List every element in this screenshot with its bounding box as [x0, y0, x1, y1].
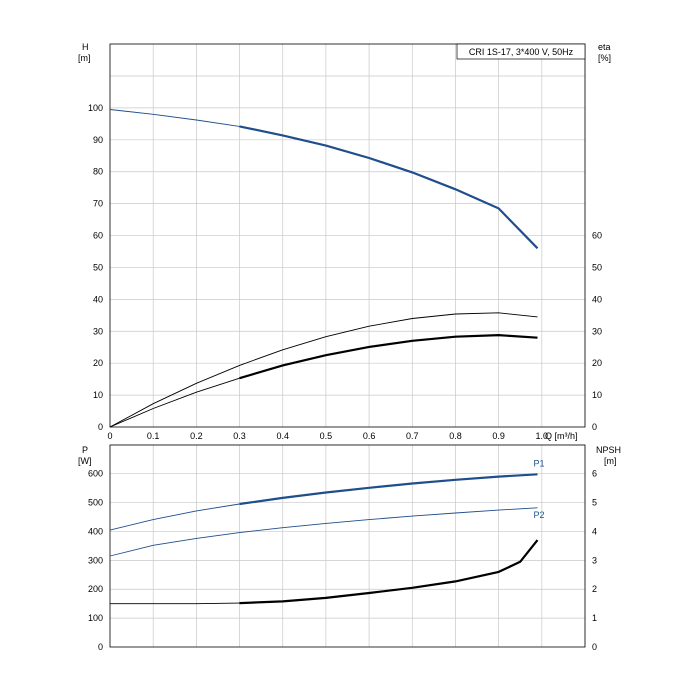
- right-tick-label: 20: [592, 358, 602, 368]
- left-tick-label: 0: [98, 422, 103, 432]
- right-axis-unit: [%]: [598, 53, 611, 63]
- left-tick-label: 70: [93, 199, 103, 209]
- left-tick-label: 200: [88, 584, 103, 594]
- right-tick-label: 6: [592, 469, 597, 479]
- right-axis-label: NPSH: [596, 445, 621, 455]
- right-tick-label: 10: [592, 390, 602, 400]
- left-tick-label: 100: [88, 103, 103, 113]
- right-tick-label: 40: [592, 294, 602, 304]
- right-tick-label: 4: [592, 526, 597, 536]
- right-tick-label: 0: [592, 642, 597, 652]
- right-tick-label: 2: [592, 584, 597, 594]
- x-tick-label: 0.8: [449, 431, 462, 441]
- x-tick-label: 0.6: [363, 431, 376, 441]
- left-tick-label: 100: [88, 613, 103, 623]
- series-line-operating: [239, 539, 539, 605]
- left-axis-label: H: [82, 42, 89, 52]
- series-line: [109, 312, 538, 428]
- title-box: [456, 43, 586, 60]
- left-tick-label: 20: [93, 358, 103, 368]
- right-tick-label: 60: [592, 231, 602, 241]
- x-tick-label: 0.3: [233, 431, 246, 441]
- series-name-label: P2: [534, 510, 545, 520]
- right-tick-label: 30: [592, 326, 602, 336]
- series-line: [109, 503, 240, 531]
- left-tick-label: 300: [88, 555, 103, 565]
- right-axis-unit: [m]: [604, 456, 617, 466]
- series-line: [109, 377, 240, 428]
- left-tick-label: 90: [93, 135, 103, 145]
- left-tick-label: 0: [98, 642, 103, 652]
- right-tick-label: 1: [592, 613, 597, 623]
- series-line-operating: [239, 473, 538, 506]
- left-tick-label: 30: [93, 326, 103, 336]
- right-tick-label: 5: [592, 498, 597, 508]
- x-tick-label: 0.2: [190, 431, 203, 441]
- left-axis-unit: [W]: [78, 456, 92, 466]
- left-tick-label: 600: [88, 469, 103, 479]
- left-tick-label: 400: [88, 526, 103, 536]
- series-line: [110, 602, 240, 605]
- right-tick-label: 3: [592, 555, 597, 565]
- x-tick-label: 0.5: [320, 431, 333, 441]
- series-name-label: P1: [534, 458, 545, 468]
- chart-title: CRI 1S-17, 3*400 V, 50Hz: [469, 47, 574, 57]
- series-line-operating: [239, 333, 538, 380]
- right-axis-label: eta: [598, 42, 611, 52]
- left-tick-label: 50: [93, 262, 103, 272]
- right-tick-label: 0: [592, 422, 597, 432]
- x-tick-label: 0.9: [492, 431, 505, 441]
- x-tick-label: 0.7: [406, 431, 419, 441]
- series-line: [109, 507, 538, 557]
- series-line-operating: [239, 125, 539, 250]
- x-tick-label: 0.1: [147, 431, 160, 441]
- left-tick-label: 40: [93, 294, 103, 304]
- left-tick-label: 60: [93, 231, 103, 241]
- left-tick-label: 500: [88, 498, 103, 508]
- head-efficiency-panel: H[m] 0 10 20 30 40 50 60 70 80 90 100 eta[%] 0 10 20 30 4…: [78, 42, 611, 441]
- x-tick-label: 1.0: [536, 431, 549, 441]
- series-line: [109, 109, 240, 127]
- x-tick-label: 0.4: [276, 431, 289, 441]
- left-tick-label: 80: [93, 167, 103, 177]
- right-tick-label: 50: [592, 262, 602, 272]
- x-axis-label: Q [m³/h]: [545, 431, 578, 441]
- power-npsh-panel: P[W] 0 100 200 300 400 500 600 NPSH[m] 0 1 2 3 4 5 6 P1 P…: [78, 444, 621, 652]
- plot-frame: [109, 43, 586, 428]
- x-tick-label: 0: [107, 431, 112, 441]
- left-axis-unit: [m]: [78, 53, 91, 63]
- left-axis-label: P: [82, 445, 88, 455]
- left-tick-label: 10: [93, 390, 103, 400]
- plot-frame: [109, 444, 586, 648]
